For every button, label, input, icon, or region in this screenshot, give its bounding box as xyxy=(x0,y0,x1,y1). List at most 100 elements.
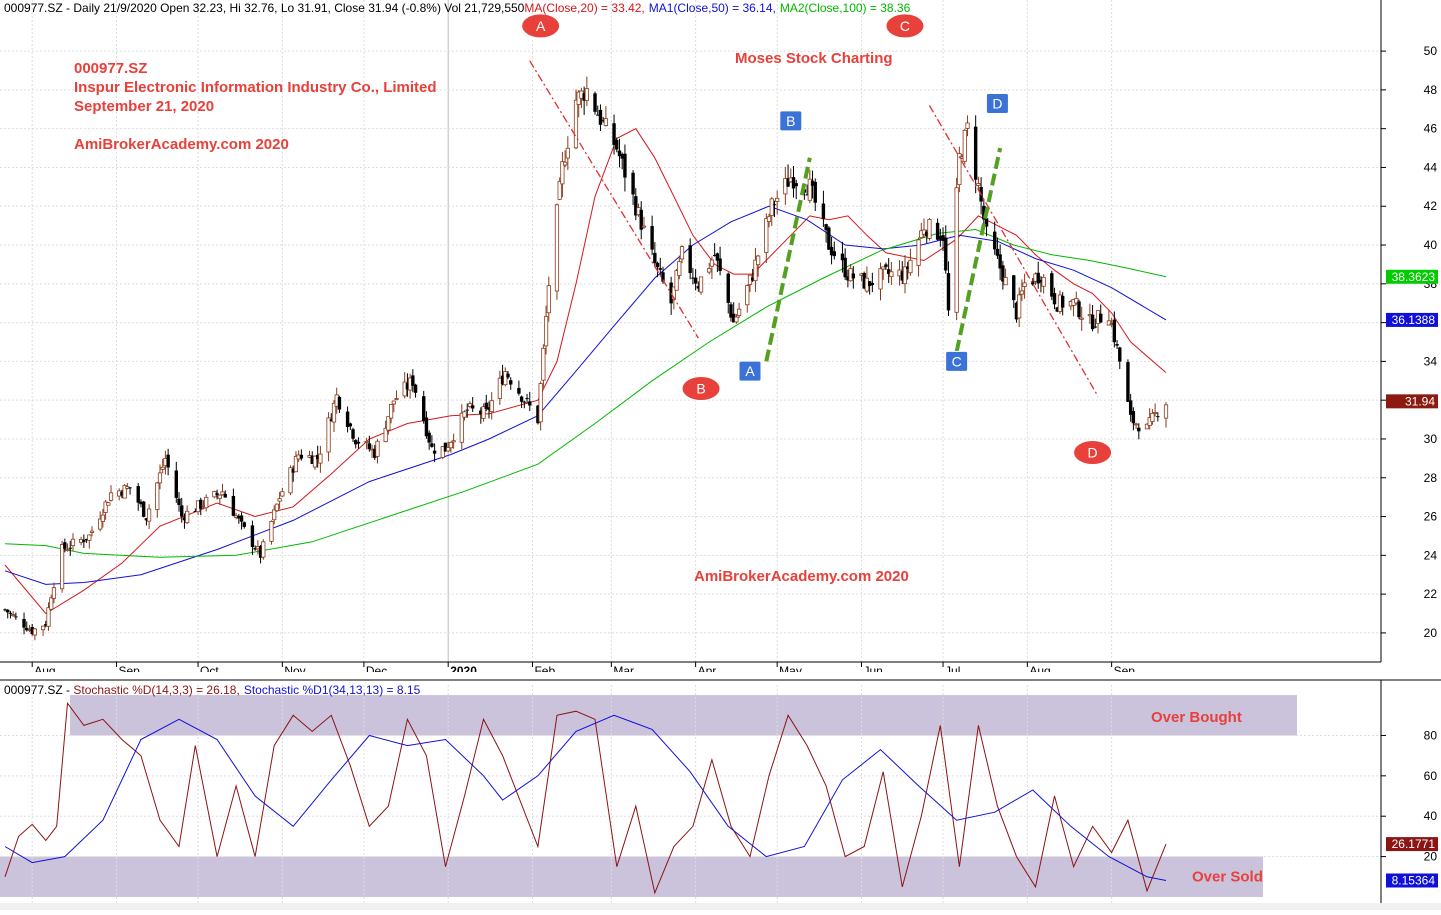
candle-body-down xyxy=(351,429,355,439)
candle-body-down xyxy=(813,181,817,203)
candle-body-down xyxy=(982,205,986,220)
candle-body-down xyxy=(1137,427,1141,432)
price-badge xyxy=(1386,269,1438,284)
wave-marker-a-box xyxy=(738,360,762,382)
candle-body-down xyxy=(199,499,203,509)
candle-body-down xyxy=(348,423,353,427)
price-header-prefix: 000977.SZ - Daily 21/9/2020 Open 32.23, … xyxy=(4,1,525,15)
candle-body-up xyxy=(1017,294,1022,319)
candle-body-up xyxy=(641,225,647,228)
candle-body-down xyxy=(519,396,524,402)
candle-body-up xyxy=(1150,412,1155,423)
candle-body-up xyxy=(916,239,921,266)
oscillator-badge-label: 26.1771 xyxy=(1392,837,1436,851)
candle-body-down xyxy=(729,304,733,318)
price-badge-label: 36.1388 xyxy=(1392,313,1436,327)
candle-body-down xyxy=(843,257,847,278)
candle-body-up xyxy=(185,510,190,524)
ma50-label: MA1(Close,50) = 36.14, xyxy=(649,1,776,15)
candle-body-up xyxy=(51,587,57,599)
stochastic-d-line xyxy=(4,714,1167,881)
price-y-tick-label: 30 xyxy=(1424,432,1438,446)
pane-divider[interactable] xyxy=(0,672,1441,680)
candle-body-up xyxy=(160,466,165,470)
candle-body-down xyxy=(405,383,410,390)
candle-body-down xyxy=(862,272,866,289)
oscillator-header: 000977.SZ - Stochastic %D(14,3,3) = 26.1… xyxy=(4,683,421,697)
candle-body-down xyxy=(166,454,170,468)
candle-body-up xyxy=(147,508,152,522)
candle-body-down xyxy=(631,172,635,195)
red-trendline xyxy=(529,60,699,339)
site-annotation-mid: AmiBrokerAcademy.com 2020 xyxy=(694,568,909,585)
candle-body-up xyxy=(440,446,445,458)
candle-body-down xyxy=(693,277,698,284)
candle-body-down xyxy=(821,203,826,220)
candle-body-up xyxy=(293,455,299,473)
wave-markers: A B C D A B C D xyxy=(521,13,1113,466)
candle-body-up xyxy=(59,544,65,590)
oscillator-badge xyxy=(1386,873,1438,888)
candle-body-down xyxy=(884,264,888,267)
candle-body-down xyxy=(30,626,34,635)
wave-marker-label: B xyxy=(786,113,795,129)
candle-body-up xyxy=(103,501,108,513)
candle-body-up xyxy=(11,614,16,616)
candle-body-down xyxy=(258,545,263,558)
candle-body-up xyxy=(467,403,473,407)
oscillator-vertical-grid xyxy=(31,685,1113,903)
candle-body-down xyxy=(886,269,891,274)
candle-body-down xyxy=(430,443,434,447)
wave-marker-c-oval xyxy=(885,13,925,39)
candle-body-down xyxy=(786,178,790,187)
candle-body-down xyxy=(517,387,521,394)
candle-body-down xyxy=(612,123,616,145)
wave-marker-b-box xyxy=(779,110,803,132)
candle-body-up xyxy=(927,219,932,239)
candle-body-down xyxy=(1060,295,1065,308)
horizontal-scrollbar[interactable] xyxy=(0,903,1441,910)
candle-body-down xyxy=(715,253,720,261)
ticker-annotation: 000977.SZ xyxy=(74,60,147,77)
candle-body-down xyxy=(1099,313,1103,323)
candle-body-up xyxy=(394,398,399,400)
candle-body-down xyxy=(846,276,850,281)
wave-marker-d-box xyxy=(985,92,1009,114)
candle-body-down xyxy=(174,470,178,498)
candle-body-up xyxy=(155,482,160,510)
candle-body-up xyxy=(976,183,981,186)
candle-body-down xyxy=(215,493,219,495)
candle-body-up xyxy=(807,178,812,201)
candle-body-down xyxy=(22,618,26,628)
candle-body-down xyxy=(620,153,624,159)
candle-body-up xyxy=(546,285,551,314)
candle-body-up xyxy=(764,218,769,253)
candle-body-down xyxy=(144,518,149,521)
candle-body-down xyxy=(925,231,929,237)
candle-body-up xyxy=(557,180,562,200)
candle-body-up xyxy=(734,316,739,323)
price-badge xyxy=(1386,394,1438,409)
candle-body-down xyxy=(1001,265,1005,282)
candle-body-down xyxy=(329,419,333,421)
price-y-tick-label: 50 xyxy=(1424,44,1438,58)
candle-body-up xyxy=(386,416,391,431)
candle-body-down xyxy=(411,375,415,386)
candle-body-up xyxy=(65,549,70,551)
candle-body-down xyxy=(870,282,875,286)
candle-body-down xyxy=(791,177,796,189)
candle-body-down xyxy=(669,282,673,304)
candle-body-down xyxy=(82,540,86,542)
candle-body-up xyxy=(878,268,883,290)
candle-body-up xyxy=(563,161,568,166)
green-trendline xyxy=(954,147,1003,353)
candle-body-up xyxy=(49,597,54,610)
candle-body-down xyxy=(356,441,361,444)
candle-body-down xyxy=(617,150,622,157)
candle-body-down xyxy=(139,501,143,505)
candle-body-up xyxy=(756,255,761,266)
wave-marker-label: D xyxy=(992,95,1002,111)
candle-body-up xyxy=(565,147,570,159)
wave-marker-c-box xyxy=(945,350,969,372)
candle-body-down xyxy=(120,491,124,496)
